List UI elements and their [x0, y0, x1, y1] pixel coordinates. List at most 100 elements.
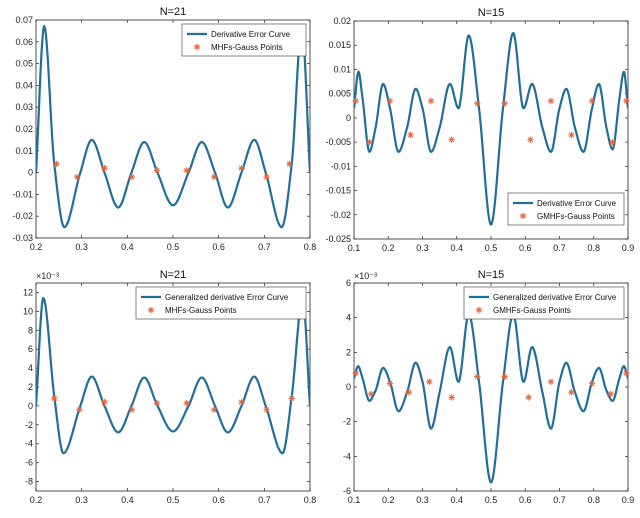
y-tick-label: 10: [23, 306, 33, 316]
legend-box: [181, 23, 307, 57]
y-tick-label: 0.005: [328, 89, 351, 99]
y-tick-label: 0: [346, 113, 351, 123]
x-tick-label: 0.3: [416, 495, 429, 505]
y-tick-label: 8: [28, 325, 33, 335]
gauss-point: [238, 165, 245, 172]
legend: Derivative Error Curve GMHFs-Gauss Points: [507, 192, 625, 226]
y-tick-label: 0.01: [15, 146, 33, 156]
gauss-point: [501, 100, 508, 107]
gauss-point: [588, 97, 596, 105]
y-tick-label: -0.015: [325, 186, 351, 196]
gauss-point: [623, 369, 630, 377]
y-tick-label: -0.02: [330, 210, 351, 220]
gauss-point: [238, 398, 245, 406]
x-tick-label: 0.7: [258, 242, 271, 252]
gauss-point: [547, 378, 555, 385]
gauss-point: [367, 390, 375, 398]
x-tick-label: 0.7: [553, 495, 566, 505]
y-tick-label: -0.005: [325, 137, 351, 147]
x-tick-label: 0.8: [587, 495, 600, 505]
legend-label-curve: Derivative Error Curve: [537, 199, 617, 208]
x-tick-label: 0.3: [75, 242, 88, 252]
y-tick-label: 4: [28, 363, 33, 373]
y-tick-label: -0.03: [12, 233, 33, 243]
chart-panel-4: N=15 0.1 0.2 0.3 0.4 0.5 0.6 0.7 0.8 0.9 -6 -4 -2 0 2 4…: [343, 269, 634, 505]
x-tick-label: 0.6: [519, 495, 532, 505]
y-tick-label: 0.04: [15, 80, 33, 90]
series-line-derivative-error: [36, 24, 310, 229]
x-tick-label: 0.4: [121, 242, 134, 252]
x-tick-label: 0.6: [519, 243, 532, 253]
gauss-point: [609, 138, 616, 146]
legend-label-curve: Generalized derivative Error Curve: [493, 293, 617, 302]
gauss-point: [474, 100, 481, 107]
x-tick-label: 0.5: [167, 242, 180, 252]
legend: Generalized derivative Error Curve GMHFs-…: [463, 286, 625, 320]
gauss-point: [101, 165, 108, 172]
gauss-point: [568, 389, 575, 396]
gauss-point: [263, 406, 270, 413]
gauss-point: [525, 394, 532, 401]
legend-box: [135, 286, 307, 320]
gauss-point: [73, 173, 81, 181]
x-tick-label: 0.8: [587, 243, 600, 253]
x-tick-label: 0.6: [212, 495, 225, 505]
y-tick-label: 4: [346, 313, 351, 323]
chart-title: N=15: [478, 7, 505, 19]
x-tick-label: 0.7: [553, 243, 566, 253]
gauss-point: [527, 136, 534, 143]
gauss-point: [405, 389, 412, 396]
y-tick-label: 0: [346, 382, 351, 392]
gauss-point: [386, 380, 394, 387]
chart-panel-1: N=21 0.2 0.3 0.4 0.5 0.6 0.7 0.8 -0.03 -0.02 -0.01…: [12, 6, 316, 252]
x-tick-label: 0.8: [304, 242, 317, 252]
x-tick-label: 0.2: [382, 243, 395, 253]
gauss-point: [448, 394, 455, 401]
x-tick-label: 0.9: [622, 243, 635, 253]
gauss-point: [588, 380, 596, 387]
gauss-point: [568, 131, 575, 139]
legend-label-points: GMHFs-Gauss Points: [493, 306, 571, 315]
gauss-point: [288, 395, 295, 402]
x-tick-label: 0.5: [485, 243, 498, 253]
legend-label-points: MHFs-Gauss Points: [165, 306, 237, 315]
gauss-point: [53, 160, 60, 168]
gauss-point: [426, 378, 433, 385]
y-tick-label: -0.025: [325, 234, 351, 244]
gauss-point: [427, 97, 435, 105]
legend-label-curve: Generalized derivative Error Curve: [165, 293, 289, 302]
x-tick-label: 0.5: [485, 495, 498, 505]
gauss-point: [352, 369, 359, 377]
y-tick-label: 6: [346, 278, 351, 288]
y-tick-label: -0.01: [330, 161, 351, 171]
x-tick-label: 0.8: [304, 495, 317, 505]
gauss-point: [286, 160, 293, 168]
gauss-point: [607, 390, 615, 398]
gauss-point: [76, 406, 83, 413]
gauss-point: [101, 398, 108, 406]
x-tick-label: 0.6: [212, 242, 225, 252]
gauss-point: [263, 173, 270, 181]
x-tick-label: 0.4: [450, 495, 463, 505]
y-exponent-label: ×10⁻³: [36, 271, 59, 281]
x-tick-label: 0.3: [75, 495, 88, 505]
x-tick-label: 0.9: [622, 495, 635, 505]
chart-title: N=21: [160, 6, 187, 18]
chart-panel-2: N=15 0.1 0.2 0.3 0.4 0.5 0.6 0.7 0.8 0.9 -0.025 -0.…: [325, 7, 634, 253]
legend-box: [507, 192, 625, 226]
y-tick-label: -2: [343, 417, 351, 427]
y-tick-label: 12: [23, 287, 33, 297]
plot-frame: [35, 19, 311, 239]
y-tick-label: -6: [25, 458, 33, 468]
y-tick-label: 0: [28, 401, 33, 411]
gauss-point: [501, 373, 508, 380]
gauss-point: [183, 399, 190, 407]
y-tick-label: 0.02: [15, 124, 33, 134]
gauss-point: [386, 97, 394, 105]
gauss-point: [128, 406, 136, 413]
y-tick-label: 0.03: [15, 102, 33, 112]
y-tick-label: 0.05: [15, 59, 33, 69]
y-tick-label: 0: [28, 168, 33, 178]
y-tick-label: 0.01: [333, 64, 351, 74]
